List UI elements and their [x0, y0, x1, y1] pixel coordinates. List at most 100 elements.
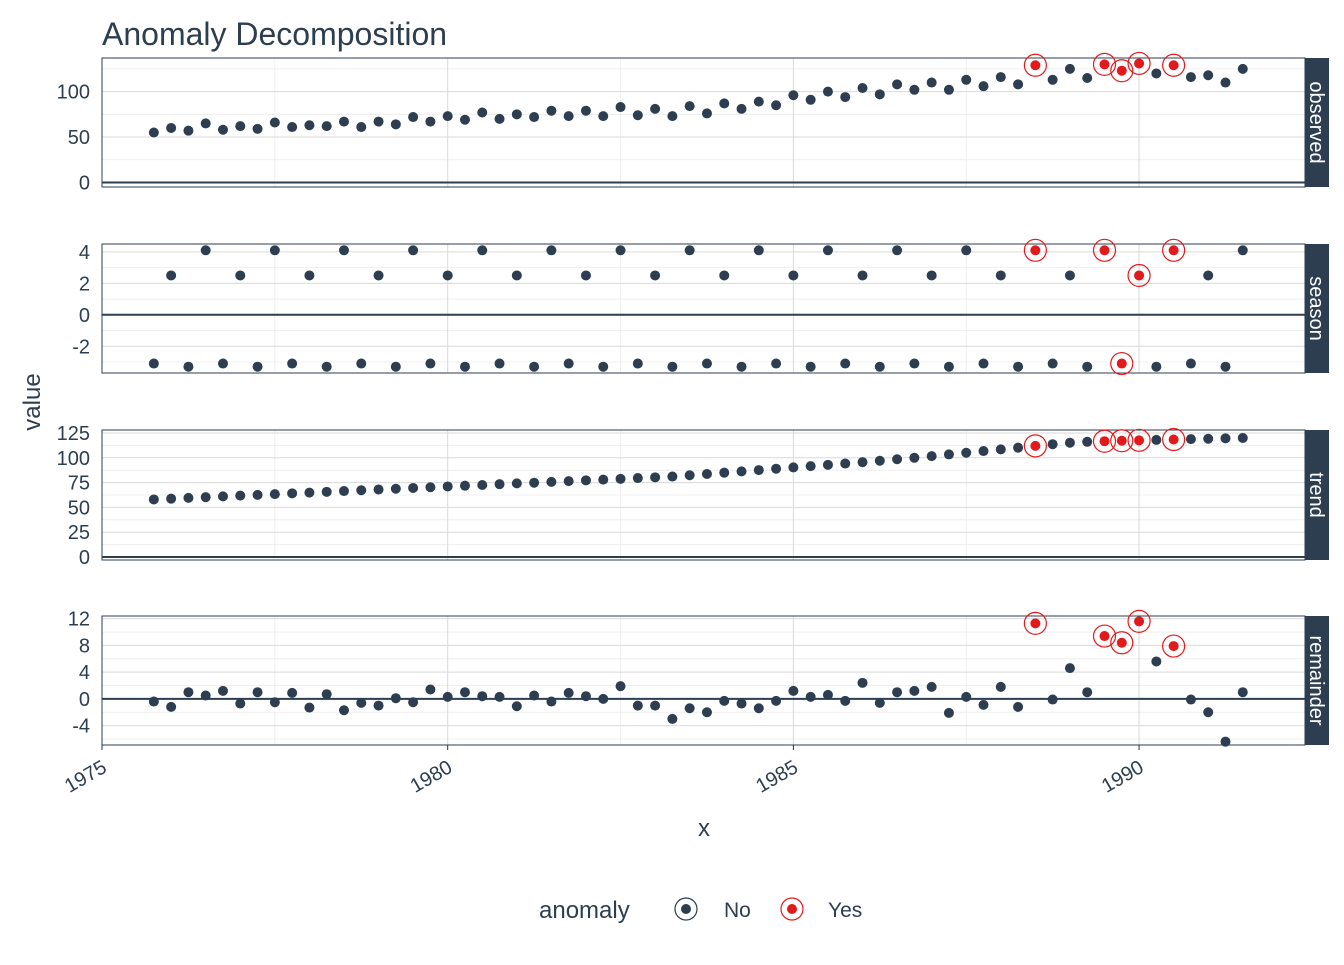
x-tick-label: 1975: [61, 756, 111, 797]
data-point: [269, 245, 280, 256]
data-point: [1013, 79, 1024, 90]
facet-strip: [1305, 58, 1329, 187]
data-point: [874, 455, 885, 466]
data-point: [1237, 687, 1248, 698]
data-point: [546, 476, 557, 487]
anomaly-ring: [1110, 351, 1134, 376]
data-point: [477, 479, 488, 490]
y-tick-label: 125: [57, 423, 90, 445]
y-tick-label: 4: [79, 242, 90, 264]
data-point: [805, 461, 816, 472]
legend-key-point: [681, 904, 691, 914]
anomaly-ring: [1092, 238, 1117, 262]
data-point: [719, 98, 730, 109]
data-point: [1237, 432, 1248, 443]
y-tick-label: 100: [57, 448, 90, 470]
data-point: [1082, 687, 1093, 698]
data-point: [373, 270, 384, 281]
x-axis: 1975 1980 1985 1990: [61, 745, 1148, 798]
data-point: [805, 94, 816, 105]
anomaly-ring: [1092, 624, 1117, 648]
data-point: [287, 488, 298, 499]
facet-label: trend: [1305, 472, 1327, 518]
data-point: [598, 361, 609, 372]
data-point: [926, 451, 937, 462]
anomaly-point: [1116, 358, 1127, 369]
y-tick-label: 4: [79, 662, 90, 684]
data-point: [995, 72, 1006, 83]
data-point: [1237, 245, 1248, 256]
anomaly-point: [1099, 631, 1110, 642]
data-point: [563, 111, 574, 122]
data-point: [1185, 72, 1196, 83]
data-point: [1047, 74, 1058, 85]
data-point: [148, 127, 159, 138]
data-point: [1151, 361, 1162, 372]
data-point: [529, 690, 540, 701]
data-point: [632, 358, 643, 369]
data-point: [1082, 72, 1093, 83]
data-point: [252, 123, 263, 134]
data-point: [667, 713, 678, 724]
data-point: [338, 486, 349, 497]
data-point: [1185, 434, 1196, 445]
data-point: [805, 361, 816, 372]
data-point: [650, 472, 661, 483]
data-point: [719, 695, 730, 706]
data-point: [736, 698, 747, 709]
data-point: [701, 468, 712, 479]
data-point: [580, 105, 591, 116]
facet-observed: 0 50 100 observed: [57, 51, 1329, 194]
data-point: [684, 703, 695, 714]
data-point: [632, 110, 643, 121]
anomaly-ring: [1127, 609, 1151, 633]
data-point: [1151, 656, 1162, 667]
data-point: [771, 463, 782, 474]
data-point: [511, 478, 522, 489]
data-point: [390, 361, 401, 372]
data-point: [874, 89, 885, 100]
data-point: [701, 108, 712, 119]
data-point: [909, 358, 920, 369]
data-point: [1047, 439, 1058, 450]
data-point: [874, 361, 885, 372]
data-point: [1013, 442, 1024, 453]
data-point: [753, 465, 764, 476]
data-point: [321, 689, 332, 700]
data-point: [390, 693, 401, 704]
data-point: [425, 482, 436, 493]
data-point: [217, 685, 228, 696]
data-point: [684, 470, 695, 481]
data-point: [477, 245, 488, 256]
anomaly-ring: [1162, 53, 1186, 77]
data-point: [788, 685, 799, 696]
data-point: [736, 466, 747, 477]
facet-season: -2 0 2 4 season: [72, 238, 1329, 376]
anomaly-point: [1030, 440, 1041, 451]
anomaly-ring: [1127, 263, 1151, 288]
data-point: [961, 691, 972, 702]
data-point: [719, 467, 730, 478]
data-point: [304, 487, 315, 498]
data-point: [667, 361, 678, 372]
data-point: [580, 691, 591, 702]
data-point: [650, 270, 661, 281]
data-point: [338, 116, 349, 127]
data-point: [442, 691, 453, 702]
y-tick-label: -4: [72, 716, 90, 738]
data-point: [1203, 433, 1214, 444]
facet-label: observed: [1305, 81, 1327, 163]
data-point: [857, 457, 868, 468]
facet-label: season: [1305, 276, 1327, 341]
data-point: [494, 113, 505, 124]
data-point: [390, 483, 401, 494]
y-tick-label: 0: [79, 305, 90, 327]
data-point: [943, 361, 954, 372]
legend-label: No: [724, 899, 751, 922]
data-point: [943, 707, 954, 718]
data-point: [356, 697, 367, 708]
data-point: [287, 358, 298, 369]
anomaly-point: [1030, 618, 1041, 629]
data-point: [563, 476, 574, 487]
